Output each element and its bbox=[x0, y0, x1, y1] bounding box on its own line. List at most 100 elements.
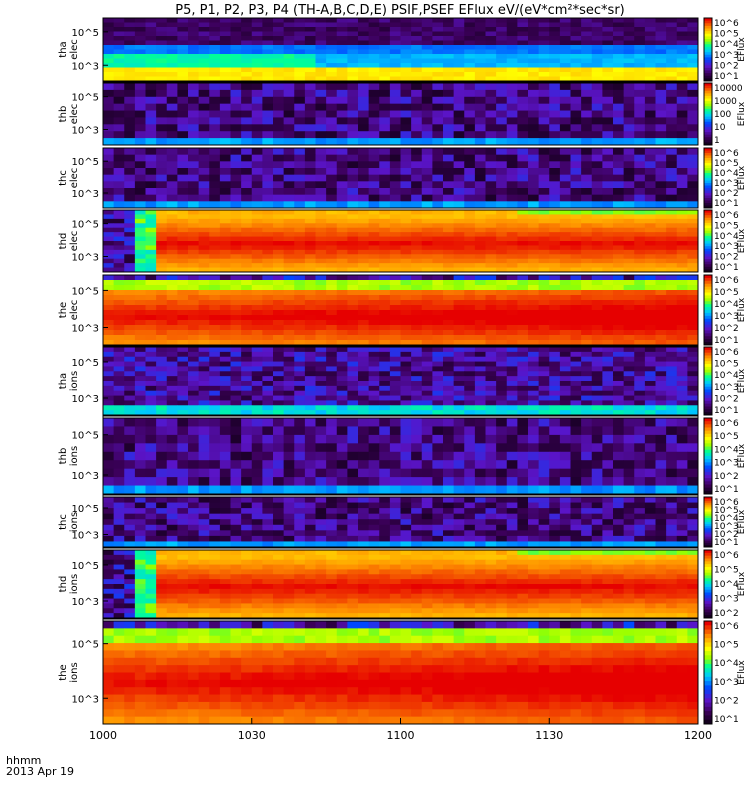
heatmap-cell bbox=[464, 32, 475, 37]
heatmap-cell bbox=[486, 45, 497, 50]
heatmap-cell bbox=[305, 452, 316, 461]
heatmap-cell bbox=[571, 155, 582, 162]
heatmap-cell bbox=[687, 214, 698, 219]
heatmap-cell bbox=[379, 376, 390, 381]
heatmap-cell bbox=[634, 460, 645, 469]
heatmap-cell bbox=[549, 195, 560, 202]
heatmap-cell bbox=[241, 250, 252, 255]
heatmap-cell bbox=[592, 54, 603, 59]
heatmap-cell bbox=[687, 23, 698, 28]
heatmap-cell bbox=[634, 175, 645, 182]
heatmap-cell bbox=[273, 161, 284, 168]
heatmap-cell bbox=[422, 418, 433, 427]
heatmap-cell bbox=[549, 104, 560, 111]
heatmap-cell bbox=[252, 371, 263, 376]
heatmap-cell bbox=[571, 305, 582, 310]
heatmap-cell bbox=[656, 104, 667, 111]
heatmap-cell bbox=[666, 223, 677, 228]
heatmap-cell bbox=[613, 201, 624, 208]
heatmap-cell bbox=[656, 275, 667, 280]
heatmap-cell bbox=[634, 232, 645, 237]
heatmap-cell bbox=[560, 104, 571, 111]
heatmap-cell bbox=[273, 188, 284, 195]
heatmap-cell bbox=[135, 426, 146, 435]
heatmap-cell bbox=[539, 219, 550, 224]
heatmap-cell bbox=[507, 305, 518, 310]
heatmap-cell bbox=[677, 131, 688, 138]
heatmap-cell bbox=[475, 131, 486, 138]
heatmap-cell bbox=[252, 188, 263, 195]
heatmap-cell bbox=[316, 362, 327, 367]
heatmap-cell bbox=[262, 175, 273, 182]
heatmap-cell bbox=[220, 148, 231, 155]
heatmap-cell bbox=[337, 400, 348, 405]
heatmap-cell bbox=[379, 263, 390, 268]
heatmap-cell bbox=[486, 497, 497, 503]
heatmap-cell bbox=[369, 168, 380, 175]
heatmap-cell bbox=[496, 290, 507, 295]
heatmap-cell bbox=[496, 168, 507, 175]
heatmap-cell bbox=[252, 300, 263, 305]
heatmap-cell bbox=[188, 280, 199, 285]
heatmap-cell bbox=[634, 254, 645, 259]
colorbar-cell bbox=[704, 119, 712, 122]
heatmap-cell bbox=[199, 138, 210, 145]
heatmap-cell bbox=[241, 320, 252, 325]
heatmap-cell bbox=[369, 237, 380, 242]
heatmap-cell bbox=[358, 161, 369, 168]
heatmap-cell bbox=[188, 27, 199, 32]
heatmap-cell bbox=[326, 68, 337, 73]
heatmap-cell bbox=[273, 250, 284, 255]
heatmap-cell bbox=[475, 97, 486, 104]
heatmap-cell bbox=[294, 325, 305, 330]
heatmap-cell bbox=[581, 386, 592, 391]
heatmap-cell bbox=[337, 254, 348, 259]
heatmap-cell bbox=[114, 214, 125, 219]
heatmap-cell bbox=[634, 237, 645, 242]
colorbar-cell bbox=[704, 140, 712, 143]
heatmap-cell bbox=[666, 232, 677, 237]
heatmap-cell bbox=[241, 396, 252, 401]
heatmap-cell bbox=[517, 161, 528, 168]
heatmap-cell bbox=[220, 36, 231, 41]
heatmap-cell bbox=[443, 469, 454, 478]
heatmap-cell bbox=[464, 320, 475, 325]
heatmap-cell bbox=[464, 41, 475, 46]
heatmap-cell bbox=[464, 214, 475, 219]
heatmap-cell bbox=[432, 405, 443, 410]
heatmap-cell bbox=[496, 195, 507, 202]
heatmap-cell bbox=[241, 335, 252, 340]
heatmap-cell bbox=[241, 362, 252, 367]
heatmap-cell bbox=[199, 90, 210, 97]
heatmap-cell bbox=[177, 117, 188, 124]
heatmap-cell bbox=[156, 320, 167, 325]
heatmap-cell bbox=[507, 18, 518, 23]
colorbar-cell bbox=[704, 281, 712, 284]
colorbar-cell bbox=[704, 310, 712, 313]
heatmap-cell bbox=[411, 237, 422, 242]
heatmap-cell bbox=[146, 435, 157, 444]
heatmap-cell bbox=[241, 155, 252, 162]
heatmap-cell bbox=[666, 469, 677, 478]
heatmap-cell bbox=[326, 435, 337, 444]
heatmap-cell bbox=[592, 295, 603, 300]
heatmap-cell bbox=[645, 335, 656, 340]
heatmap-cell bbox=[677, 228, 688, 233]
heatmap-cell bbox=[369, 232, 380, 237]
heatmap-cell bbox=[634, 59, 645, 64]
heatmap-cell bbox=[294, 263, 305, 268]
heatmap-cell bbox=[464, 72, 475, 77]
heatmap-cell bbox=[188, 275, 199, 280]
heatmap-cell bbox=[432, 320, 443, 325]
heatmap-cell bbox=[114, 32, 125, 37]
heatmap-cell bbox=[262, 352, 273, 357]
heatmap-cell bbox=[411, 381, 422, 386]
heatmap-cell bbox=[188, 469, 199, 478]
heatmap-cell bbox=[241, 330, 252, 335]
heatmap-cell bbox=[326, 237, 337, 242]
heatmap-cell bbox=[528, 320, 539, 325]
heatmap-cell bbox=[209, 335, 220, 340]
heatmap-cell bbox=[316, 237, 327, 242]
heatmap-cell bbox=[687, 460, 698, 469]
heatmap-cell bbox=[645, 469, 656, 478]
